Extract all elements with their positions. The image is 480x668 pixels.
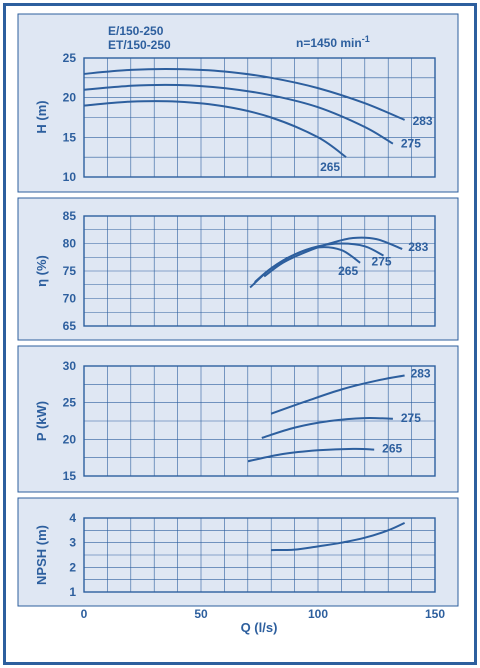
curve-label-283: 283 [413,114,433,128]
x-axis: 0 50 100 150 Q (l/s) [81,607,446,635]
panel-npsh [17,497,459,607]
curve-power-265 [247,447,375,463]
y-tick-label: 2 [69,560,76,574]
y-tick-label: 1 [69,585,76,599]
plot-npsh: 1 2 3 4 NPSH (m) [34,511,436,599]
plot-layer: 10 15 20 25 H (m) 283 275 265 65 70 75 80 85 η (%) 283… [34,51,436,599]
y-tick-label: 10 [63,170,77,184]
x-axis-label: Q (l/s) [241,620,278,635]
speed-label: n=1450 min-1 [296,34,370,50]
y-tick-label: 25 [63,396,77,410]
plot-efficiency: 65 70 75 80 85 η (%) 283 275 265 [34,209,436,333]
y-tick-label: 85 [63,209,77,223]
y-axis-label-head: H (m) [34,100,49,133]
y-tick-label: 75 [63,264,77,278]
y-tick-label: 20 [63,432,77,446]
curve-power-275 [261,417,393,439]
curve-label-265: 265 [320,160,340,174]
curve-head-265 [83,100,347,159]
y-tick-label: 3 [69,536,76,550]
panel-head [17,13,459,193]
plot-head: 10 15 20 25 H (m) 283 275 265 [34,51,436,184]
y-tick-label: 20 [63,91,77,105]
y-tick-label: 70 [63,292,77,306]
y-tick-label: 65 [63,319,77,333]
curve-label-275: 275 [401,137,421,151]
curve-label-283: 283 [411,367,431,381]
curve-label-265: 265 [382,442,402,456]
curve-power-283 [270,374,405,415]
y-axis-label-npsh: NPSH (m) [34,525,49,585]
curve-label-275: 275 [372,255,392,269]
model-line-2: ET/150-250 [108,38,171,52]
y-axis-label-efficiency: η (%) [34,255,49,287]
plot-area-efficiency [83,215,436,327]
x-tick-label: 100 [308,607,328,621]
curve-head-283 [83,67,405,121]
x-tick-label: 0 [81,607,88,621]
x-tick-label: 150 [425,607,445,621]
curve-head-275 [83,83,394,145]
model-line-1: E/150-250 [108,24,164,38]
y-tick-label: 15 [63,469,77,483]
curve-npsh [271,521,406,552]
y-tick-label: 15 [63,130,77,144]
y-axis-label-power: P (kW) [34,401,49,441]
plot-area-head [83,57,436,178]
curve-label-275: 275 [401,411,421,425]
plot-area-npsh [83,517,436,593]
y-tick-label: 4 [69,511,76,525]
x-tick-label: 50 [194,607,208,621]
plot-area-power [83,365,436,477]
y-tick-label: 80 [63,237,77,251]
plot-power: 15 20 25 30 P (kW) 283 275 265 [34,359,436,483]
chart-frame [3,3,477,665]
y-tick-label: 25 [63,51,77,65]
y-tick-label: 30 [63,359,77,373]
curve-efficiency-265 [249,246,361,289]
speed-exponent: -1 [362,34,370,44]
speed-text: n=1450 min [296,36,362,50]
curve-label-265: 265 [338,264,358,278]
panel-efficiency [17,197,459,341]
curve-label-283: 283 [408,240,428,254]
